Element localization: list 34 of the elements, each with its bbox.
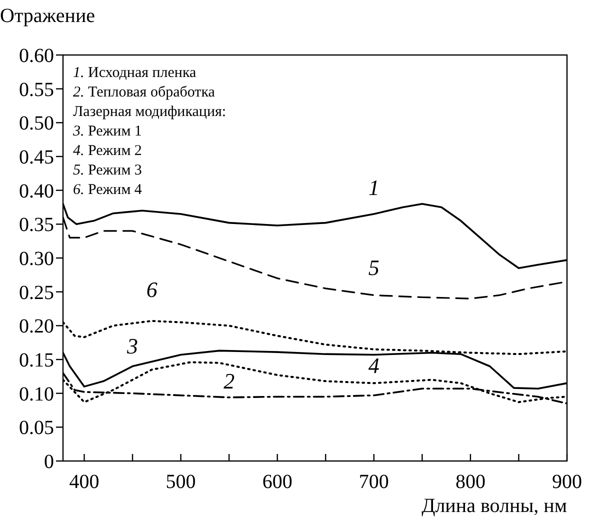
y-tick-label: 0.15 bbox=[19, 350, 54, 372]
series-label: 5 bbox=[368, 255, 380, 280]
y-tick-label: 0.40 bbox=[19, 180, 54, 202]
annotation: 2. Тепловая обработка bbox=[73, 84, 216, 100]
y-tick-label: 0.35 bbox=[19, 214, 54, 236]
x-axis-title: Длина волны, нм bbox=[422, 495, 568, 517]
annotation: 5. Режим 3 bbox=[73, 162, 142, 178]
y-tick-label: 0.45 bbox=[19, 146, 54, 168]
annotation: 1. Исходная пленка bbox=[73, 65, 197, 81]
y-tick-label: 0.05 bbox=[19, 417, 54, 440]
x-tick-label: 400 bbox=[69, 471, 100, 493]
x-tick-label: 900 bbox=[552, 471, 582, 493]
y-tick-label: 0.60 bbox=[19, 45, 54, 67]
x-tick-label: 600 bbox=[262, 471, 292, 493]
x-tick-label: 800 bbox=[455, 471, 486, 493]
y-tick-label: 0.30 bbox=[19, 248, 54, 270]
annotation: Лазерная модификация: bbox=[73, 104, 226, 120]
series-label: 4 bbox=[368, 353, 380, 378]
y-tick-label: 0.20 bbox=[19, 316, 54, 338]
y-tick-label: 0 bbox=[44, 451, 54, 473]
series-label: 1 bbox=[368, 175, 380, 200]
series-label: 2 bbox=[224, 368, 235, 394]
y-axis-title: Отражение bbox=[0, 5, 96, 27]
annotation: 3. Режим 1 bbox=[72, 124, 142, 140]
annotation: 6. Режим 4 bbox=[73, 182, 142, 198]
x-tick-label: 500 bbox=[166, 471, 196, 493]
y-tick-label: 0.10 bbox=[19, 383, 54, 406]
y-tick-label: 0.50 bbox=[19, 112, 54, 135]
x-tick-label: 700 bbox=[358, 471, 389, 493]
y-tick-label: 0.25 bbox=[19, 282, 54, 304]
y-tick-label: 0.55 bbox=[19, 78, 54, 101]
series-label: 6 bbox=[146, 276, 158, 302]
annotation: 4. Режим 2 bbox=[73, 143, 142, 159]
series-label: 3 bbox=[126, 333, 138, 358]
